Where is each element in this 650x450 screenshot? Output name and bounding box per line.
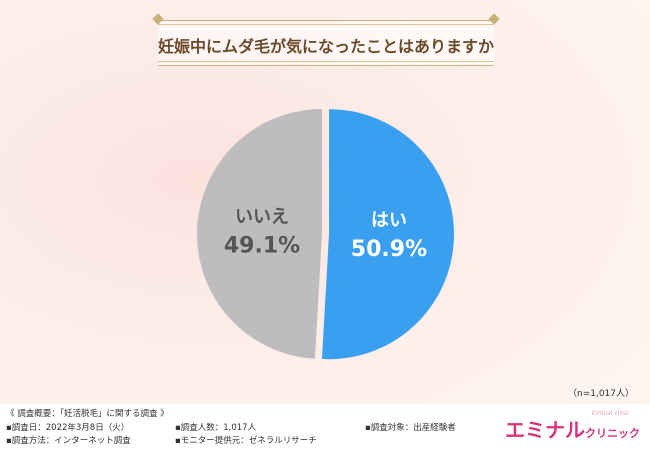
slice-percent: 50.9%	[351, 237, 427, 262]
pie-slice-yes	[321, 109, 454, 360]
brand-logo: エミナルクリニック	[505, 414, 640, 443]
brand-english: Eminal clinic	[592, 410, 630, 417]
survey-count: ▪調査人数：1,017人	[175, 423, 257, 433]
brand-name: エミナル	[505, 418, 585, 442]
slice-label: いいえ	[235, 206, 289, 227]
survey-footer	[0, 404, 650, 450]
pie-slice-no	[196, 109, 322, 359]
chart-title-frame: 妊娠中にムダ毛が気になったことはありますか	[158, 20, 494, 66]
survey-heading: 《 調査概要：「妊活脱毛」に関する調査 》	[6, 409, 169, 419]
survey-target: ▪調査対象：出産経験者	[365, 423, 456, 433]
slice-label: はい	[371, 210, 407, 231]
survey-provider: ▪モニター提供元：ゼネラルリサーチ	[175, 436, 317, 446]
survey-date: ▪調査日：2022年3月8日（火）	[6, 423, 130, 433]
brand-subname: クリニック	[585, 427, 640, 440]
pie-chart: はい 50.9% いいえ 49.1%	[196, 109, 454, 360]
slice-percent: 49.1%	[224, 233, 300, 258]
sample-size-note: （n=1,017人）	[568, 389, 635, 399]
survey-method: ▪調査方法：インターネット調査	[6, 436, 131, 446]
